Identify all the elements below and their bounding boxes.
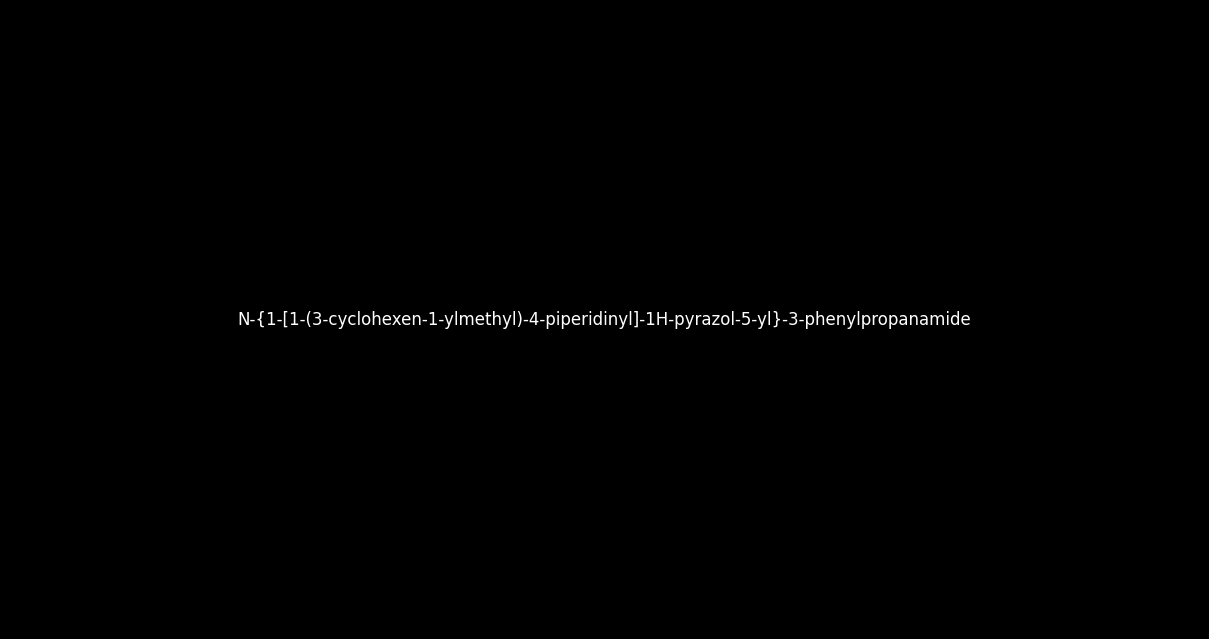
Text: N-{1-[1-(3-cyclohexen-1-ylmethyl)-4-piperidinyl]-1H-pyrazol-5-yl}-3-phenylpropan: N-{1-[1-(3-cyclohexen-1-ylmethyl)-4-pipe…: [238, 311, 971, 328]
